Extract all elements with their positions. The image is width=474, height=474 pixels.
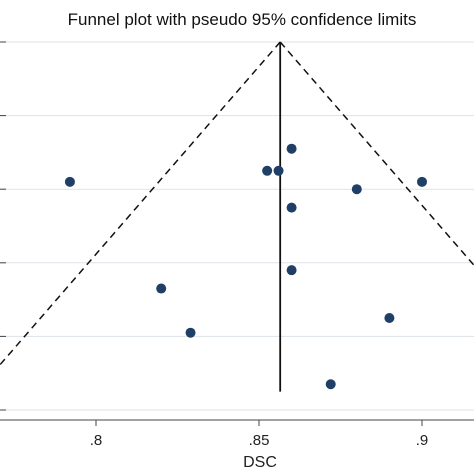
data-point-7 (286, 265, 297, 276)
right-confidence-limit (279, 41, 474, 267)
x-tick-label-0: .8 (90, 432, 103, 449)
data-point-10 (185, 327, 196, 338)
data-point-9 (384, 313, 395, 323)
data-point-6 (417, 176, 427, 187)
left-confidence-limit (0, 41, 281, 366)
data-point-8 (156, 283, 167, 294)
data-point-0 (64, 176, 75, 187)
data-point-3 (286, 143, 297, 154)
data-point-5 (351, 184, 362, 195)
x-axis: .8 .85 .9 (0, 419, 474, 449)
chart-title: Funnel plot with pseudo 95% confidence l… (68, 10, 417, 29)
confidence-limits (0, 41, 474, 366)
data-point-1 (262, 165, 273, 176)
data-points (64, 143, 427, 390)
x-tick-label-1: .85 (249, 432, 270, 449)
x-tick-label-2: .9 (416, 432, 429, 449)
data-point-2 (273, 165, 284, 176)
data-point-4 (286, 202, 297, 213)
x-axis-label: DSC (243, 454, 277, 471)
data-point-11 (325, 379, 336, 390)
gridlines (0, 41, 474, 411)
